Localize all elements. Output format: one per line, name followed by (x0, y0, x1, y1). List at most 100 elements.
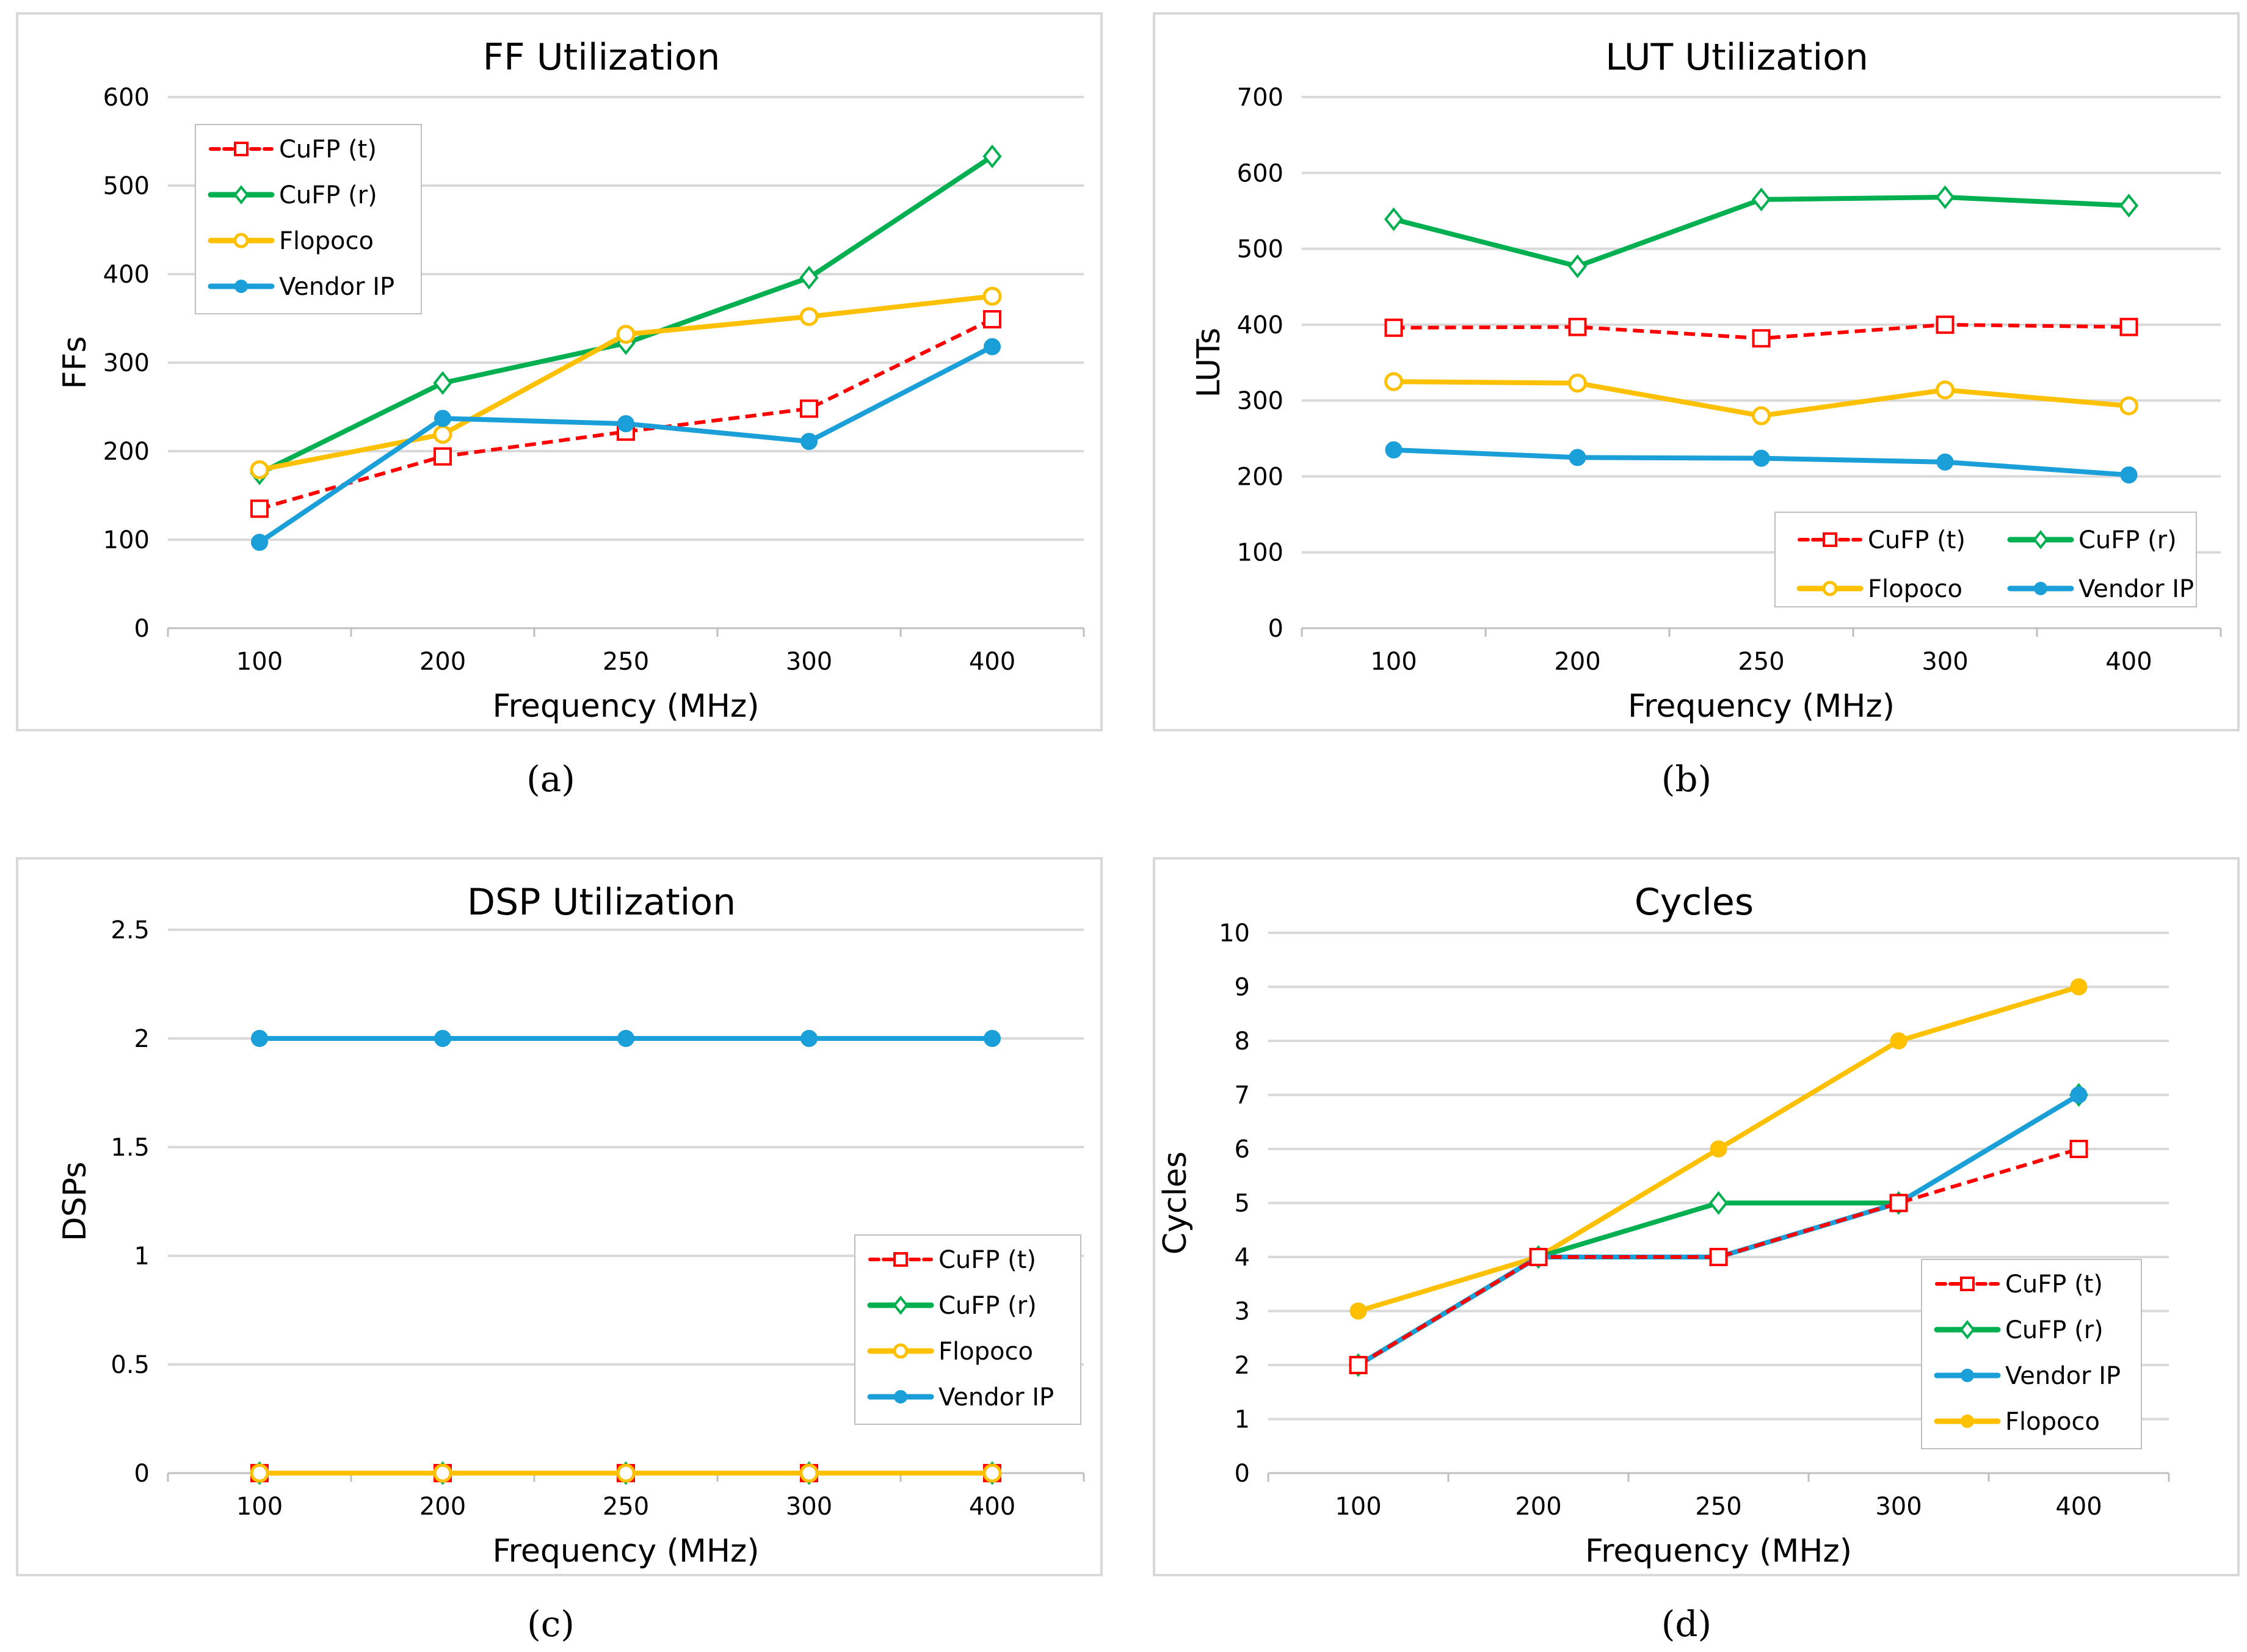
legend-swatch-marker (893, 1343, 909, 1359)
legend-item-flopoco: Flopoco (1796, 575, 1962, 603)
data-point-vendor-ip (434, 410, 451, 427)
x-tick-label: 100 (1335, 1493, 1381, 1521)
x-tick-label: 250 (603, 648, 649, 676)
legend-label: CuFP (t) (2005, 1270, 2103, 1299)
caption-b: (b) (1661, 758, 1712, 800)
y-tick-label: 6 (1235, 1136, 1250, 1164)
y-tick-label: 0 (1235, 1460, 1250, 1488)
caption-d: (d) (1661, 1603, 1712, 1645)
x-tick-label: 250 (1738, 648, 1784, 676)
legend-item-vendor-ip: Vendor IP (208, 273, 394, 301)
data-point-flopoco (982, 286, 1002, 306)
legend-label: Flopoco (2005, 1408, 2100, 1436)
y-tick-label: 500 (1237, 236, 1283, 264)
legend-label: Vendor IP (2078, 575, 2194, 603)
data-point-cufp-t (2119, 317, 2138, 336)
legend-label: CuFP (r) (279, 181, 377, 209)
y-axis-label: DSPs (57, 1162, 93, 1242)
x-axis-label: Frequency (MHz) (1628, 688, 1895, 725)
data-point-cufp-t (1349, 1356, 1368, 1374)
chart-svg: Cycles 0 1 2 3 4 5 6 7 8 9 10 100 200 250 300 400 Frequen… (1157, 881, 2170, 1570)
data-point-flopoco (799, 307, 819, 327)
data-point-vendor-ip (984, 1030, 1001, 1047)
y-tick-label: 200 (103, 438, 150, 466)
data-point-vendor-ip (2120, 466, 2138, 484)
series-vendor-ip (251, 338, 1001, 551)
chart-title: DSP Utilization (467, 881, 736, 924)
data-point-vendor-ip (617, 415, 634, 433)
legend-swatch-marker (233, 233, 249, 248)
legend-item-vendor-ip: Vendor IP (1934, 1362, 2121, 1390)
data-point-flopoco (1890, 1032, 1908, 1049)
series-flopoco (250, 286, 1002, 479)
x-tick-label: 400 (969, 648, 1015, 676)
y-tick-label: 400 (1237, 311, 1283, 339)
legend-item-flopoco: Flopoco (1934, 1408, 2100, 1436)
x-tick-label: 250 (1695, 1493, 1741, 1521)
legend-label: CuFP (r) (2078, 526, 2177, 554)
data-point-vendor-ip (2070, 1086, 2088, 1104)
y-tick-label: 7 (1235, 1082, 1250, 1110)
y-tick-label: 0 (1268, 615, 1283, 643)
data-point-cufp-t (1384, 318, 1403, 337)
data-point-cufp-r (1384, 207, 1404, 231)
x-tick-label: 200 (1554, 648, 1600, 676)
legend-item-cufp-t: CuFP (t) (1935, 1270, 2103, 1299)
y-tick-label: 700 (1237, 84, 1283, 112)
data-point-flopoco (1568, 374, 1587, 393)
x-axis-label: Frequency (MHz) (493, 688, 760, 725)
data-point-vendor-ip (1752, 449, 1770, 467)
series-line-vendor-ip (258, 344, 993, 545)
y-tick-label: 5 (1235, 1190, 1250, 1218)
data-point-flopoco (250, 460, 269, 479)
x-tick-label: 400 (2055, 1493, 2102, 1521)
data-point-cufp-r (1567, 254, 1588, 278)
series-cufp-t (1349, 1140, 2088, 1374)
x-tick-label: 300 (786, 1493, 832, 1521)
data-point-cufp-r (1751, 187, 1771, 212)
legend-label: Flopoco (938, 1338, 1033, 1366)
legend-swatch-marker (1961, 1369, 1974, 1382)
chart-svg: FF Utilization 0 100 200 300 400 500 600 100 200 2… (57, 36, 1085, 725)
y-tick-label: 2 (1235, 1352, 1250, 1380)
series-cufp-r (1384, 185, 2139, 278)
y-tick-label: 1.5 (111, 1134, 150, 1162)
y-tick-label: 2 (134, 1025, 150, 1053)
legend-box (854, 1234, 1081, 1425)
legend-item-cufp-r: CuFP (r) (2007, 526, 2177, 554)
data-point-cufp-t (250, 499, 269, 518)
y-tick-label: 400 (103, 261, 150, 289)
data-point-cufp-r (433, 371, 452, 395)
legend-item-flopoco: Flopoco (867, 1338, 1033, 1366)
chart-svg: LUT Utilization 0 100 200 300 400 500 600 700 100… (1191, 36, 2222, 725)
data-point-cufp-t (2069, 1140, 2088, 1158)
legend-label: Vendor IP (2005, 1362, 2121, 1390)
series-flopoco (1384, 372, 2138, 426)
legend: CuFP (t) CuFP (r) Flopoco Vendor IP (195, 124, 422, 314)
data-point-cufp-t (1568, 317, 1587, 336)
y-tick-label: 1 (134, 1242, 150, 1270)
legend: CuFP (t) CuFP (r) Vendor IP Flopoco (1921, 1259, 2142, 1449)
y-axis-label: Cycles (1157, 1151, 1194, 1255)
legend-label: Flopoco (279, 227, 374, 255)
series-cufp-t (1384, 315, 2138, 348)
data-point-flopoco (250, 1463, 269, 1483)
legend-swatch-marker (1822, 581, 1838, 596)
y-tick-label: 100 (1237, 539, 1283, 567)
legend-swatch-marker (1823, 532, 1837, 547)
y-tick-label: 600 (103, 84, 150, 112)
caption-c: (c) (527, 1603, 575, 1645)
legend-item-cufp-r: CuFP (r) (208, 181, 377, 209)
series-line-cufp-t (259, 317, 993, 511)
data-point-flopoco (2119, 396, 2138, 416)
x-tick-label: 200 (419, 648, 466, 676)
x-tick-label: 100 (1370, 648, 1417, 676)
legend-label: Vendor IP (938, 1383, 1054, 1411)
data-point-flopoco (1752, 406, 1771, 426)
data-point-vendor-ip (800, 1030, 818, 1047)
data-point-vendor-ip (434, 1030, 451, 1047)
data-point-vendor-ip (251, 534, 268, 551)
legend-swatch-marker (233, 185, 249, 205)
series-line-cufp-t (1357, 1147, 2080, 1367)
legend-swatch-marker (1959, 1320, 1975, 1339)
